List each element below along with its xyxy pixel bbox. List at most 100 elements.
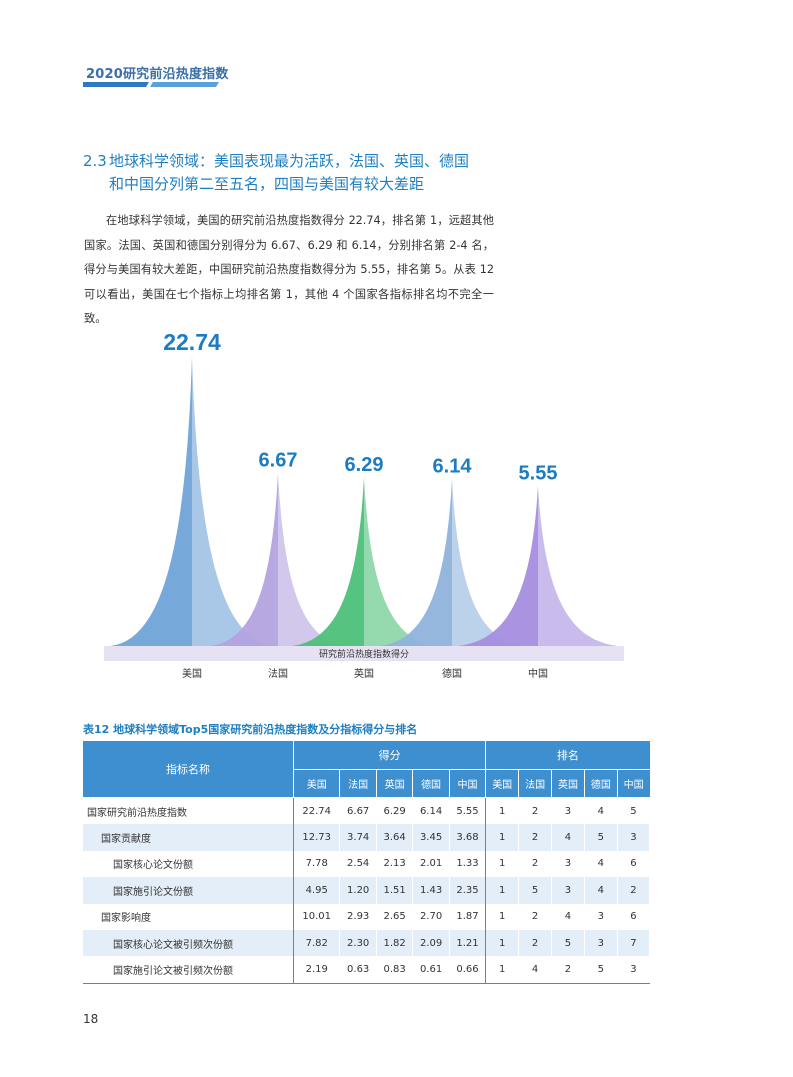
score-cell: 3.74 — [339, 824, 377, 851]
indicator-name-cell: 国家核心论文被引频次份额 — [83, 929, 294, 957]
table-row: 国家核心论文被引频次份额 7.82 2.30 1.82 2.09 1.21 1 2 5 3 7 — [83, 929, 651, 957]
rank-cell: 1 — [485, 797, 520, 825]
score-cell: 10.01 — [293, 903, 341, 930]
score-cell: 0.83 — [376, 956, 414, 984]
rank-cell: 1 — [485, 850, 520, 878]
table-row: 国家研究前沿热度指数 22.74 6.67 6.29 6.14 5.55 1 2 3 4 5 — [83, 797, 651, 825]
rank-cell: 4 — [584, 877, 618, 904]
rank-cell: 2 — [518, 797, 553, 825]
indicator-name-cell: 国家施引论文被引频次份额 — [83, 956, 294, 984]
rank-cell: 3 — [551, 797, 585, 825]
rank-column-header: 中国 — [617, 769, 650, 798]
rank-cell: 5 — [617, 797, 651, 825]
table-row: 国家贡献度 12.73 3.74 3.64 3.45 3.68 1 2 4 5 3 — [83, 824, 651, 851]
chart-peak-2-right — [278, 472, 346, 646]
rank-column-header: 美国 — [485, 769, 520, 798]
rank-cell: 5 — [551, 929, 585, 957]
rank-cell: 4 — [584, 850, 618, 878]
rank-cell: 6 — [617, 903, 651, 930]
score-cell: 2.01 — [412, 850, 450, 878]
running-header-title: 2020研究前沿热度指数 — [86, 67, 229, 82]
score-cell: 3.68 — [449, 824, 487, 851]
chart-value-label: 5.55 — [519, 463, 558, 485]
score-cell: 1.43 — [412, 877, 450, 904]
chart-category-label: 中国 — [528, 667, 548, 680]
chart-category-label: 法国 — [268, 667, 288, 680]
chart-peak-4-right — [452, 478, 524, 646]
score-chart: 研究前沿热度指数得分 22.74 美国 6.67 法国 6.29 英国 6.14 德国 5.55… — [104, 330, 624, 680]
body-paragraph: 在地球科学领域，美国的研究前沿热度指数得分 22.74，排名第 1，远超其他国家… — [84, 214, 494, 325]
chart-peak-2-left — [210, 472, 278, 646]
rank-cell: 5 — [518, 877, 553, 904]
rank-column-header: 德国 — [584, 769, 618, 798]
chart-value-label: 22.74 — [163, 330, 221, 355]
rank-cell: 3 — [584, 929, 618, 957]
section-number: 2.3 — [83, 152, 107, 170]
score-cell: 4.95 — [293, 877, 341, 904]
chart-peak-5-right — [538, 485, 618, 646]
rank-cell: 1 — [485, 824, 520, 851]
section-heading-line2: 和中国分列第二至五名，四国与美国有较大差距 — [109, 175, 425, 193]
chart-baseline-band — [104, 646, 624, 661]
score-cell: 2.35 — [449, 877, 487, 904]
indicator-name-cell: 国家核心论文份额 — [83, 850, 294, 878]
score-cell: 12.73 — [293, 824, 341, 851]
score-cell: 1.87 — [449, 903, 487, 930]
score-cell: 3.64 — [376, 824, 414, 851]
chart-category-label: 美国 — [182, 667, 202, 680]
rank-cell: 4 — [518, 956, 553, 984]
chart-peak-5-left — [458, 485, 538, 646]
score-cell: 3.45 — [412, 824, 450, 851]
rank-cell: 6 — [617, 850, 651, 878]
indicator-name-cell: 国家影响度 — [83, 903, 294, 930]
rank-cell: 4 — [551, 824, 585, 851]
rank-cell: 1 — [485, 877, 520, 904]
rank-column-header: 英国 — [551, 769, 585, 798]
rank-cell: 2 — [518, 929, 553, 957]
score-cell: 2.30 — [339, 929, 377, 957]
section-heading: 2.3 地球科学领域：美国表现最为活跃，法国、英国、德国 和中国分列第二至五名，四… — [83, 150, 503, 196]
rank-cell: 2 — [551, 956, 585, 984]
score-cell: 7.82 — [293, 929, 341, 957]
score-cell: 2.13 — [376, 850, 414, 878]
score-cell: 1.21 — [449, 929, 487, 957]
score-cell: 5.55 — [449, 797, 487, 825]
score-cell: 6.67 — [339, 797, 377, 825]
table-caption: 表12 地球科学领域Top5国家研究前沿热度指数及分指标得分与排名 — [83, 723, 418, 736]
rank-cell: 3 — [617, 824, 651, 851]
header-rank: 排名 — [485, 741, 650, 770]
rank-cell: 1 — [485, 903, 520, 930]
rank-cell: 5 — [584, 956, 618, 984]
chart-value-label: 6.14 — [433, 456, 473, 478]
chart-peak-1-right — [192, 356, 274, 646]
score-cell: 0.63 — [339, 956, 377, 984]
rank-cell: 4 — [551, 903, 585, 930]
rank-cell: 5 — [584, 824, 618, 851]
score-cell: 7.78 — [293, 850, 341, 878]
chart-peak-3-right — [364, 476, 436, 646]
table-row: 国家核心论文份额 7.78 2.54 2.13 2.01 1.33 1 2 3 4 6 — [83, 850, 651, 878]
rank-cell: 2 — [518, 903, 553, 930]
rank-cell: 1 — [485, 929, 520, 957]
score-cell: 0.61 — [412, 956, 450, 984]
table-row: 国家影响度 10.01 2.93 2.65 2.70 1.87 1 2 4 3 6 — [83, 903, 651, 930]
score-cell: 1.82 — [376, 929, 414, 957]
rank-cell: 1 — [485, 956, 520, 984]
score-cell: 2.70 — [412, 903, 450, 930]
score-cell: 6.14 — [412, 797, 450, 825]
indicator-name-cell: 国家研究前沿热度指数 — [83, 797, 294, 825]
chart-category-label: 德国 — [442, 667, 462, 680]
score-rank-table: 指标名称 得分 排名 美国 法国 英国 德国 中国 美国 法国 英国 德国 中国 国家研究前沿热度… — [83, 741, 651, 984]
score-cell: 22.74 — [293, 797, 341, 825]
score-cell: 2.54 — [339, 850, 377, 878]
rank-cell: 2 — [617, 877, 651, 904]
score-cell: 1.51 — [376, 877, 414, 904]
indicator-name-cell: 国家贡献度 — [83, 824, 294, 851]
score-cell: 1.20 — [339, 877, 377, 904]
score-column-header: 英国 — [376, 769, 414, 798]
rank-cell: 3 — [551, 850, 585, 878]
chart-peak-1-left — [110, 356, 192, 646]
rank-cell: 4 — [584, 797, 618, 825]
chart-xlabel: 研究前沿热度指数得分 — [319, 648, 409, 660]
rank-cell: 7 — [617, 929, 651, 957]
